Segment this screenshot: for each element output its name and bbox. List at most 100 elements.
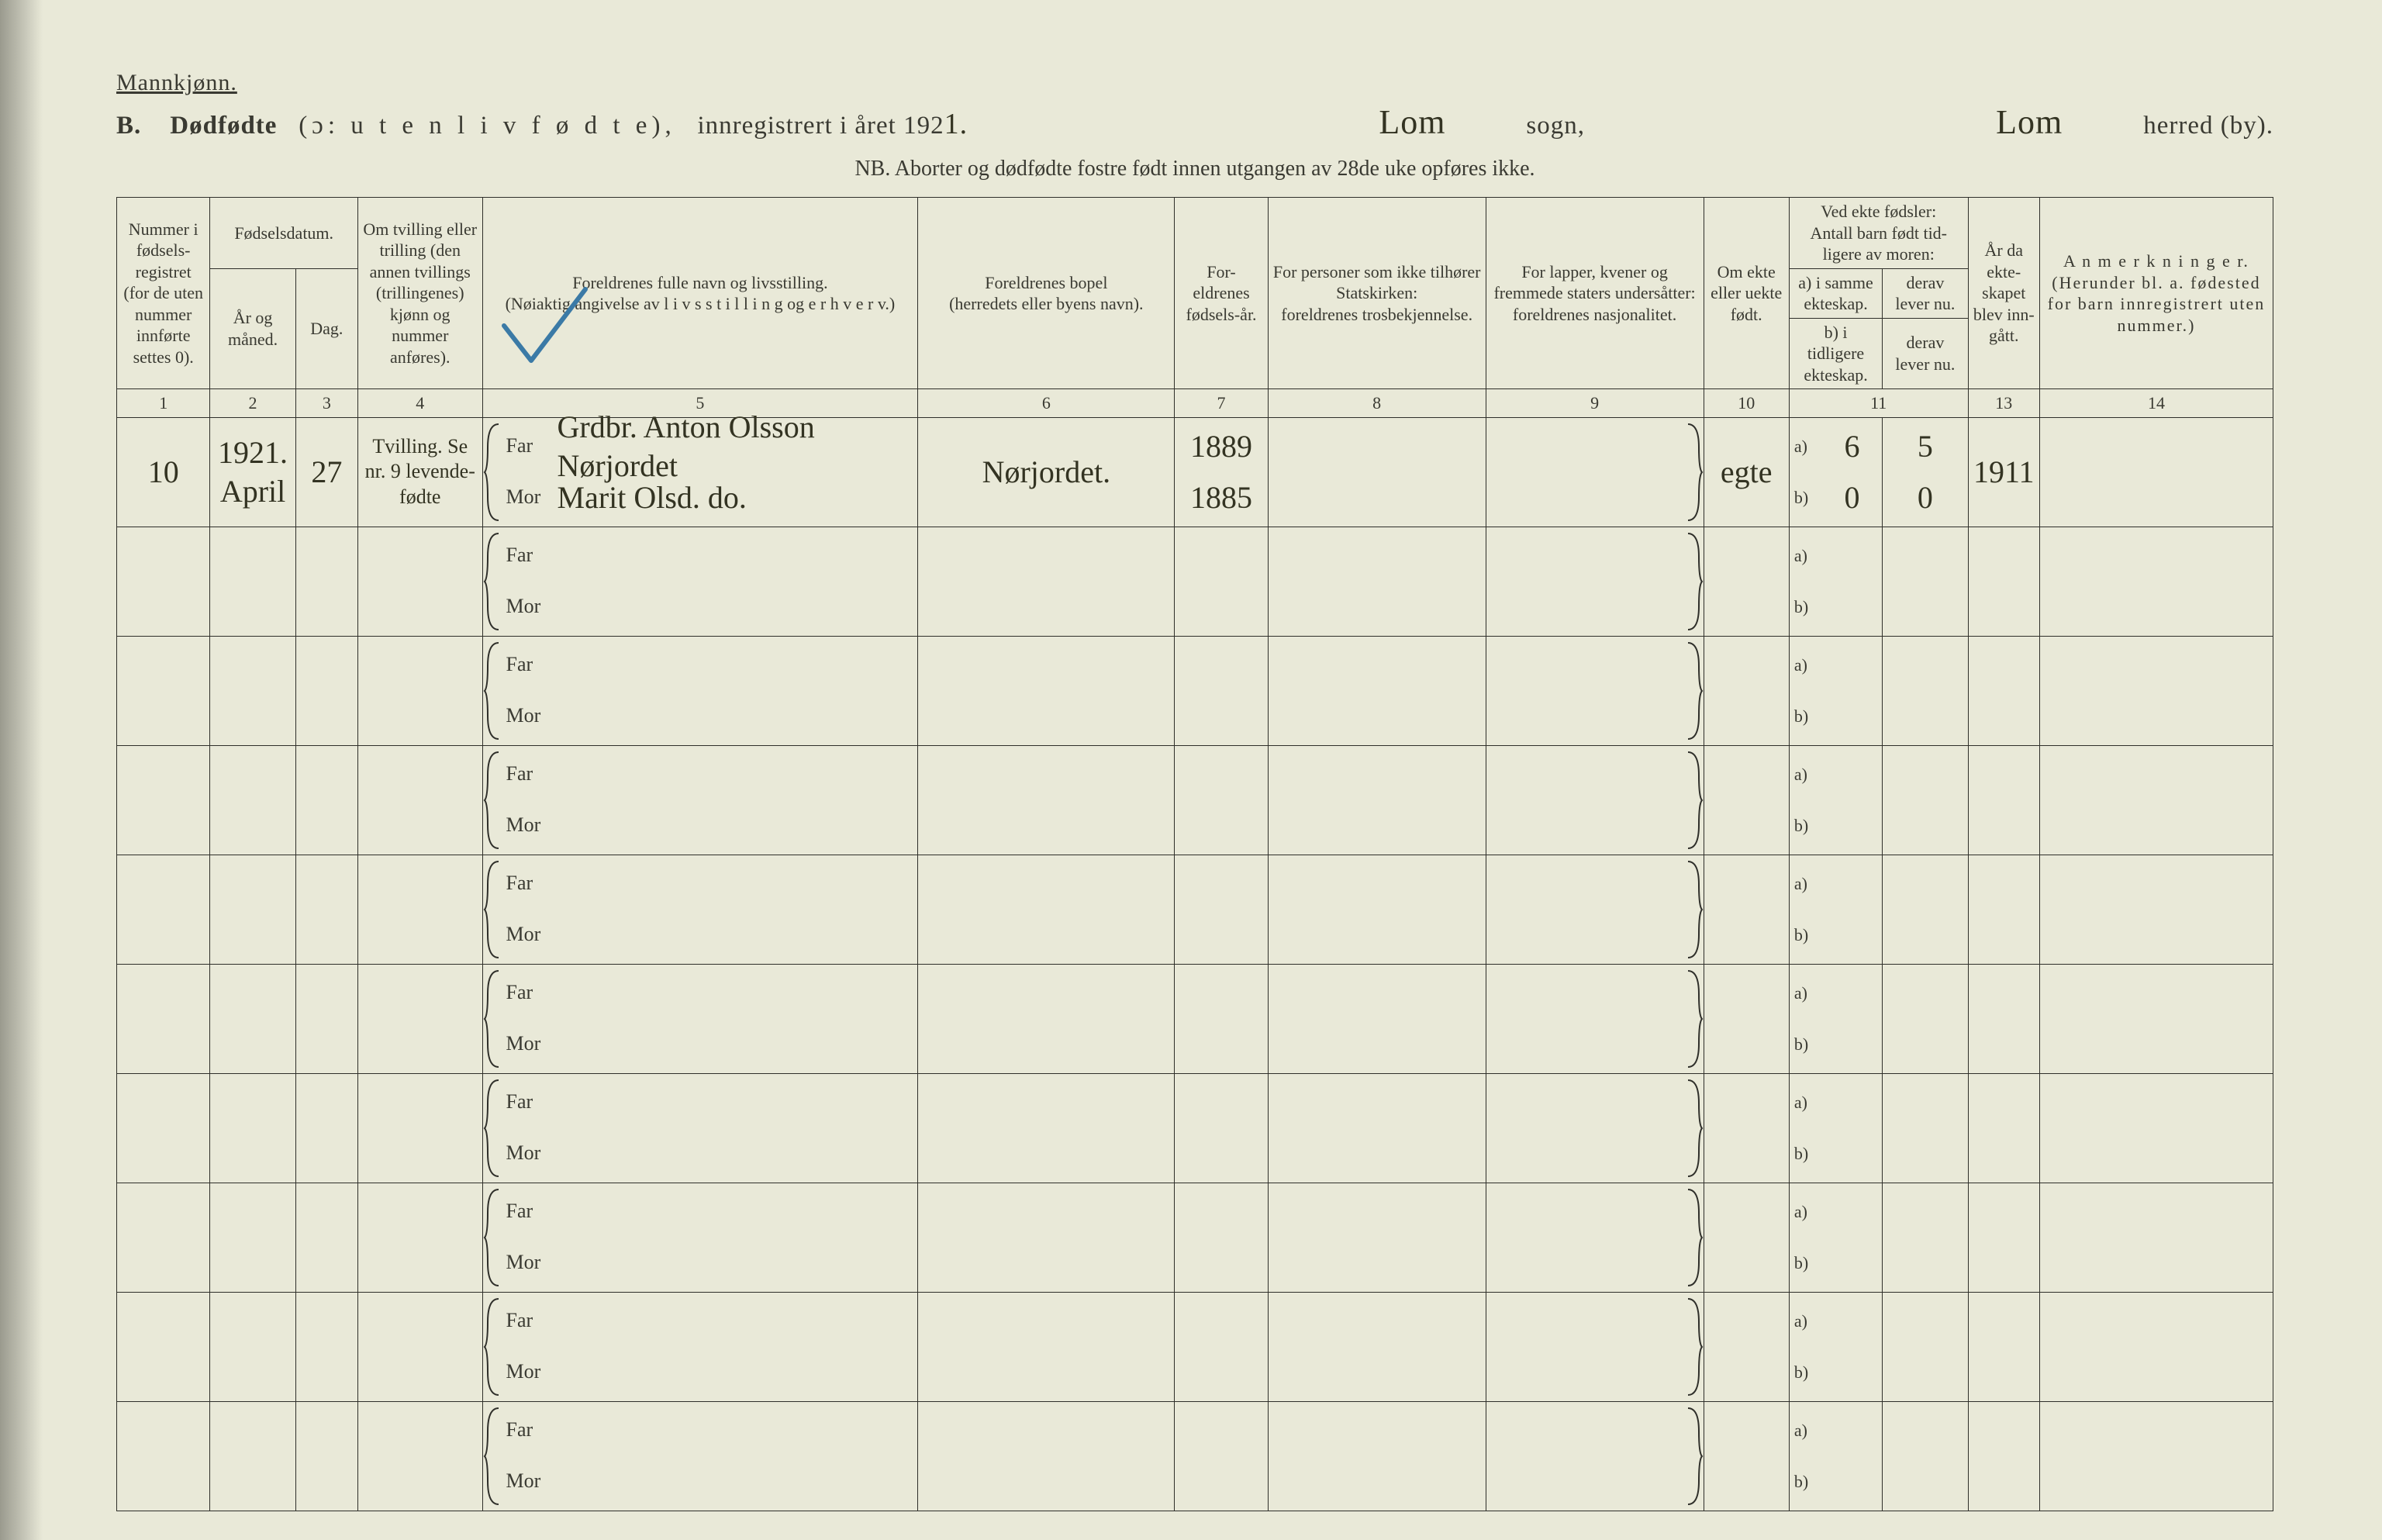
- cell-ekte: [1704, 636, 1789, 745]
- colnum-6: 6: [918, 389, 1175, 418]
- colnum-2: 2: [210, 389, 295, 418]
- open-brace-icon: [483, 472, 503, 523]
- open-brace-icon: [483, 800, 503, 851]
- cell-fodselsaar: [1175, 745, 1268, 855]
- cell-dag: [295, 1292, 357, 1401]
- table-row: Far Mor a): [117, 1292, 2273, 1401]
- herred-label: herred (by).: [2143, 112, 2273, 140]
- b-label: b): [1790, 924, 1822, 946]
- cell-dag: [295, 1073, 357, 1183]
- cell-bopel: [918, 1183, 1175, 1292]
- cell-nasjonalitet: [1486, 745, 1704, 855]
- col-8-header: For personer som ikke tilhører Statskirk…: [1268, 198, 1486, 389]
- b-label: b): [1790, 1362, 1822, 1383]
- colnum-9: 9: [1486, 389, 1704, 418]
- cell-nasjonalitet: [1486, 855, 1704, 964]
- cell-11a: a) b): [1789, 1401, 1882, 1511]
- cell-nr: [117, 527, 210, 636]
- cell-foreldre: Far Mor: [482, 636, 918, 745]
- b-label: b): [1790, 596, 1822, 618]
- table-row: Far Mor a): [117, 636, 2273, 745]
- cell-nasjonalitet: [1486, 1401, 1704, 1511]
- cell-nr: 10: [117, 417, 210, 527]
- cell-ekte: [1704, 964, 1789, 1073]
- a-label: a): [1790, 764, 1822, 786]
- col-5-header: Foreldrenes fulle navn og livsstilling. …: [482, 198, 918, 389]
- cell-tvilling: [357, 1073, 482, 1183]
- title-paren: (ɔ: u t e n l i v f ø d t e),: [299, 112, 676, 140]
- cell-anmerkninger: [2039, 1292, 2273, 1401]
- b-label: b): [1790, 1034, 1822, 1055]
- table-row: Far Mor a): [117, 527, 2273, 636]
- cell-nasjonalitet: [1486, 417, 1704, 527]
- close-brace-icon: [1683, 910, 1704, 961]
- cell-foreldre: Far Mor: [482, 1292, 918, 1401]
- close-brace-icon: [1683, 800, 1704, 851]
- cell-11b: [1883, 1401, 1968, 1511]
- cell-nasjonalitet: [1486, 964, 1704, 1073]
- far-label: Far: [503, 543, 553, 568]
- cell-fodselsaar: [1175, 636, 1268, 745]
- cell-nasjonalitet: [1486, 1183, 1704, 1292]
- cell-anmerkninger: [2039, 527, 2273, 636]
- ledger-page: Mannkjønn. B. Dødfødte (ɔ: u t e n l i v…: [0, 0, 2382, 1540]
- open-brace-icon: [483, 1238, 503, 1289]
- cell-11a: a) b): [1789, 964, 1882, 1073]
- cell-bopel: [918, 1401, 1175, 1511]
- mor-label: Mor: [503, 922, 553, 948]
- open-brace-icon: [483, 1019, 503, 1070]
- far-label: Far: [503, 871, 553, 896]
- cell-nasjonalitet: [1486, 636, 1704, 745]
- cell-aar-maaned: [210, 1292, 295, 1401]
- col-2-group-header: Fødselsdatum.: [210, 198, 358, 269]
- cell-tvilling: Tvilling. Se nr. 9 levende-fødte: [357, 417, 482, 527]
- far-label: Far: [503, 1308, 553, 1334]
- far-label: Far: [503, 1417, 553, 1443]
- b-label: b): [1790, 487, 1822, 509]
- cell-11a: a)6 b)0: [1789, 417, 1882, 527]
- cell-11a: a) b): [1789, 1073, 1882, 1183]
- cell-fodselsaar: [1175, 964, 1268, 1073]
- page-title: B. Dødfødte (ɔ: u t e n l i v f ø d t e)…: [116, 107, 968, 141]
- cell-11b: [1883, 527, 1968, 636]
- herred-value: Lom: [1944, 102, 2114, 143]
- cell-aar-maaned: [210, 855, 295, 964]
- col-14-header: A n m e r k n i n g e r. (Herunder bl. a…: [2039, 198, 2273, 389]
- herred-block: Lom herred (by).: [1944, 102, 2273, 143]
- column-number-row: 1 2 3 4 5 6 7 8 9 10 11 13 14: [117, 389, 2273, 418]
- cell-anmerkninger: [2039, 636, 2273, 745]
- far-label: Far: [503, 980, 553, 1006]
- a-label: a): [1790, 982, 1822, 1004]
- sogn-value: Lom: [1327, 102, 1497, 143]
- cell-11a: a) b): [1789, 745, 1882, 855]
- cell-nr: [117, 745, 210, 855]
- far-label: Far: [503, 433, 553, 459]
- cell-anmerkninger: [2039, 855, 2273, 964]
- close-brace-icon: [1683, 1238, 1704, 1289]
- cell-dag: [295, 1401, 357, 1511]
- cell-nasjonalitet: [1486, 527, 1704, 636]
- table-body: 10 1921. April 27 Tvilling. Se nr. 9 lev…: [117, 417, 2273, 1511]
- colnum-13: 13: [1968, 389, 2039, 418]
- cell-foreldre: Far Mor: [482, 1073, 918, 1183]
- cell-ekte: [1704, 1183, 1789, 1292]
- b-label: b): [1790, 1471, 1822, 1493]
- cell-bopel: [918, 745, 1175, 855]
- cell-foreldre: Far Mor: [482, 527, 918, 636]
- far-label: Far: [503, 652, 553, 678]
- cell-tvilling: [357, 855, 482, 964]
- cell-ekte: [1704, 745, 1789, 855]
- mor-label: Mor: [503, 1359, 553, 1385]
- cell-tvilling: [357, 1401, 482, 1511]
- mor-label: Mor: [503, 1141, 553, 1166]
- ledger-table: Nummer i fødsels-registret (for de uten …: [116, 197, 2273, 1511]
- cell-trosbekjennelse: [1268, 1292, 1486, 1401]
- col-11b-header: derav lever nu.: [1883, 268, 1968, 318]
- cell-ekteskap-aar: [1968, 1183, 2039, 1292]
- mor-label: Mor: [503, 703, 553, 729]
- cell-tvilling: [357, 745, 482, 855]
- a-label: a): [1790, 545, 1822, 567]
- cell-bopel: [918, 964, 1175, 1073]
- table-row: Far Mor a): [117, 745, 2273, 855]
- cell-foreldre: Far Grdbr. Anton Olsson Nørjordet Mor Ma…: [482, 417, 918, 527]
